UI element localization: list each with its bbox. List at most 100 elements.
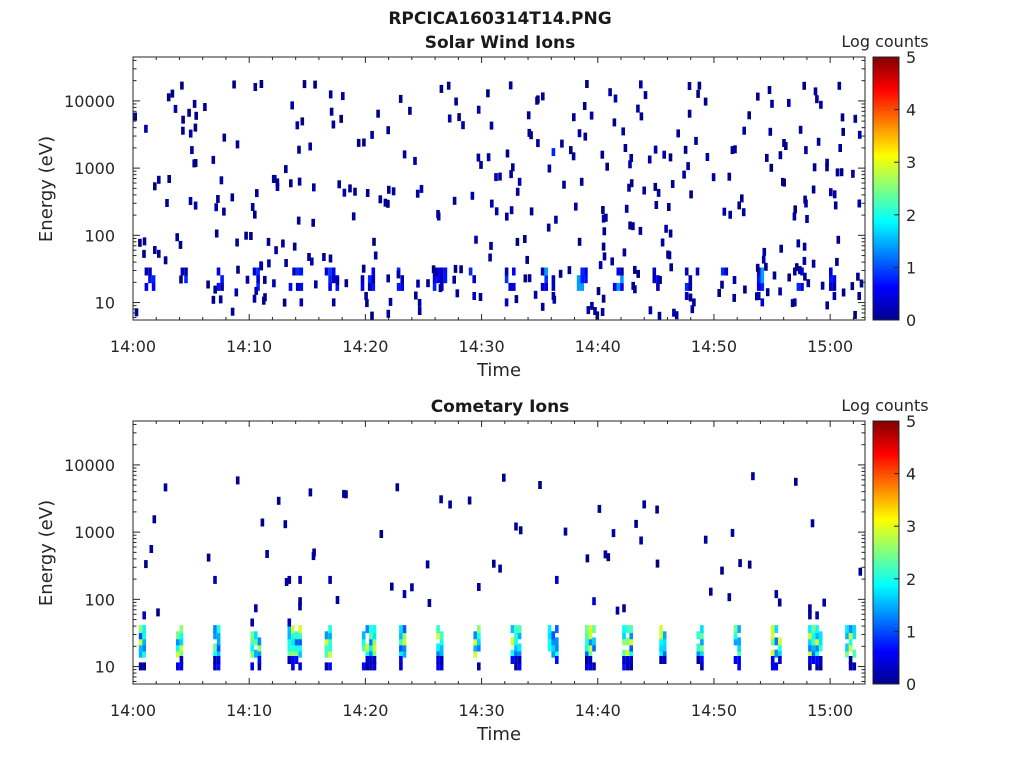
heatmap-cell [213,656,217,664]
heatmap-cell [476,105,481,114]
heatmap-cell [747,111,751,120]
heatmap-cell [313,80,317,89]
heatmap-cell [454,97,458,106]
heatmap-cell [825,301,829,310]
heatmap-cell [436,212,441,221]
heatmap-cell [580,267,584,276]
colorbar-tick-label: 4 [906,101,916,120]
heatmap-cell [858,567,863,576]
heatmap-cell [399,643,403,652]
heatmap-cell [547,625,552,634]
heatmap-cell [203,103,207,111]
heatmap-cell [222,207,226,216]
heatmap-cell [276,496,281,505]
heatmap-cell [700,631,704,640]
heatmap-cell [274,246,278,255]
heatmap-cell [603,550,608,559]
heatmap-cell [179,637,184,646]
heatmap-cell [848,631,853,640]
heatmap-cell [213,625,217,634]
heatmap-cell [804,199,808,208]
heatmap-cell [298,625,302,634]
heatmap-cell [743,285,747,294]
heatmap-cell [148,267,152,276]
heatmap-cell [838,144,842,152]
heatmap-cell [554,215,558,224]
heatmap-cell [610,257,614,266]
heatmap-cell [314,280,318,289]
panel-title: Cometary Ions [431,397,570,417]
heatmap-cell [800,282,804,291]
heatmap-cell [249,232,253,240]
heatmap-cell [717,289,721,297]
heatmap-cell [845,625,849,634]
heatmap-cell [402,590,407,599]
heatmap-cell [390,582,394,591]
heatmap-cell [254,286,258,295]
heatmap-cell [399,649,403,658]
heatmap-cell [604,213,608,222]
heatmap-cell [774,649,779,658]
heatmap-cell [216,643,221,652]
heatmap-cell [547,164,552,173]
heatmap-cell [802,256,807,265]
heatmap-cell [720,566,724,575]
heatmap-cell [808,656,812,664]
heatmap-cell [291,643,295,652]
heatmap-cell [724,267,729,276]
heatmap-cell [361,264,366,273]
heatmap-cell [588,662,593,671]
heatmap-cell [829,282,833,291]
heatmap-cell [331,298,336,307]
heatmap-cell [275,178,280,187]
heatmap-cell [440,267,444,276]
heatmap-cell [796,282,801,291]
heatmap-cell [324,649,329,658]
colorbar-tick-label: 0 [906,311,916,330]
heatmap-cell [149,545,154,553]
heatmap-cell [432,275,437,284]
heatmap-cell [761,255,766,264]
heatmap-cell [815,625,819,634]
heatmap-cell [592,643,596,652]
heatmap-cell [747,560,752,569]
heatmap-cell [433,268,438,277]
heatmap-cell [157,175,161,184]
heatmap-cell [527,128,532,137]
heatmap-cell [259,80,264,88]
heatmap-cell [836,235,841,244]
heatmap-cell [372,631,377,640]
heatmap-cell [765,288,770,297]
heatmap-cell [755,292,759,301]
colorbar-gradient [872,420,900,685]
heatmap-cell [762,247,767,256]
heatmap-cell [402,637,407,646]
heatmap-cell [601,214,606,223]
heatmap-cell [459,265,463,274]
heatmap-cell [232,80,236,89]
heatmap-cell [395,483,400,492]
heatmap-cell [639,536,643,545]
heatmap-cell [250,618,254,627]
heatmap-cell [307,253,311,261]
heatmap-cell [157,249,161,258]
heatmap-cell [342,489,346,498]
heatmap-cell [341,92,345,101]
heatmap-cell [588,637,593,646]
heatmap-cell [832,282,837,291]
heatmap-cell [294,656,299,664]
heatmap-cell [473,643,477,652]
panel-solar-wind-ions: Solar Wind Ions 14:00 14:10 14:20 14:30 14:4… [36,32,929,381]
heatmap-cell [625,625,630,634]
heatmap-cell [514,637,518,646]
heatmap-cell [514,649,518,658]
heatmap-cell [652,267,657,276]
heatmap-cell [794,477,798,486]
colorbar: 0 1 2 3 4 5 Log counts [841,396,928,694]
heatmap-cell [329,107,334,116]
heatmap-cell [579,177,584,186]
heatmap-cell [213,649,217,658]
heatmap-cell [837,81,842,90]
heatmap-cell [547,637,552,646]
heatmap-cell [547,643,552,652]
